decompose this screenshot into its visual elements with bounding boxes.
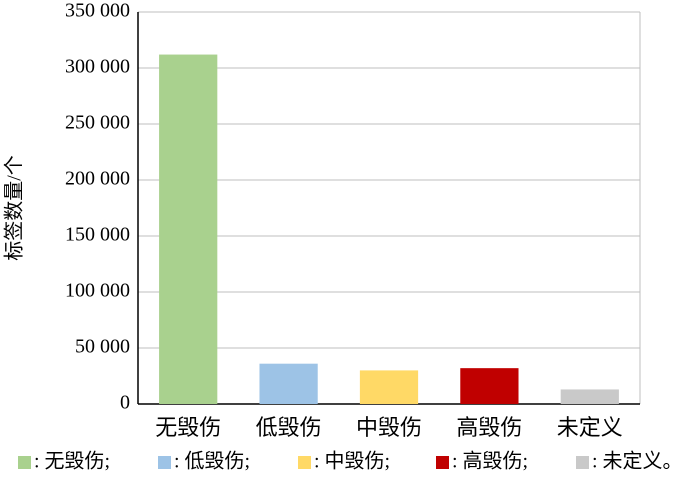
bar xyxy=(259,363,318,404)
x-tick-label: 高毁伤 xyxy=(456,415,522,440)
y-tick-label: 50 000 xyxy=(75,336,130,358)
y-tick-label: 200 000 xyxy=(65,168,130,190)
y-tick-label: 300 000 xyxy=(65,56,130,78)
y-tick-label: 150 000 xyxy=(65,224,130,246)
legend-swatch xyxy=(158,456,171,469)
y-tick-label: 250 000 xyxy=(65,112,130,134)
legend-label: : 中毁伤; xyxy=(314,450,390,473)
y-tick-label: 100 000 xyxy=(65,280,130,302)
x-tick-label: 中毁伤 xyxy=(356,415,422,440)
legend-swatch xyxy=(436,456,449,469)
legend-label: : 高毁伤; xyxy=(452,450,528,473)
y-tick-label: 0 xyxy=(120,392,130,414)
legend-swatch xyxy=(576,456,589,469)
legend-label: : 无毁伤; xyxy=(34,450,110,473)
bar xyxy=(159,54,218,405)
bar xyxy=(460,368,519,404)
x-tick-label: 低毁伤 xyxy=(256,415,322,440)
legend-label: : 低毁伤; xyxy=(174,450,250,473)
y-tick-label: 350 000 xyxy=(65,0,130,22)
legend-swatch xyxy=(18,456,31,469)
bar xyxy=(359,370,419,404)
legend-label: : 未定义。 xyxy=(592,450,683,473)
x-tick-label: 无毁伤 xyxy=(155,415,221,440)
legend-swatch xyxy=(298,456,311,469)
bar xyxy=(560,389,619,404)
x-tick-label: 未定义 xyxy=(557,415,623,440)
y-axis-title: 标签数量/个 xyxy=(3,155,26,261)
